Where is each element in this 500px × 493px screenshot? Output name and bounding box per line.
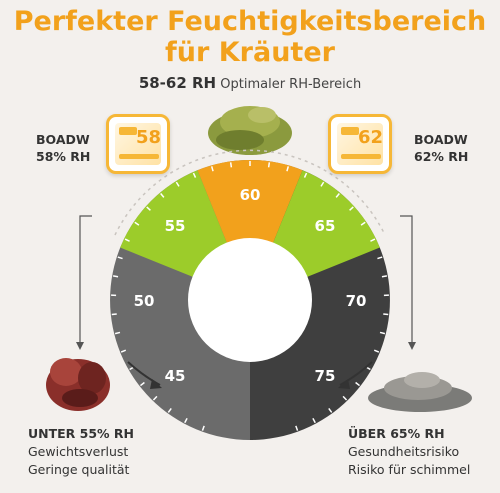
gauge-tick-mark [383,313,389,316]
gauge-tick-mark [152,395,158,401]
gauge-tick-mark [146,206,151,211]
high-rh-heading: ÜBER 65% RH [348,426,445,441]
gauge-tick-mark [373,349,380,353]
gauge-tick-mark [140,381,145,387]
gauge-tick-mark [379,331,386,335]
gauge-tick-mark [349,206,354,211]
left-pack-brand: BOADW [36,132,90,147]
gauge-tick-mark [167,407,172,413]
gauge-tick-mark [377,256,383,260]
gauge-tick-mark [312,417,316,424]
gauge-tick-mark [335,193,340,198]
page-title-line-1: Perfekter Feuchtigkeitsbereich [13,6,487,37]
gauge-tick-mark [175,181,180,187]
high-rh-line-1: Gesundheitsrisiko [348,444,460,459]
gauge-tick-mark [112,275,119,278]
gauge-tick-mark [201,425,205,431]
gauge-segment-55 [120,170,228,278]
gauge-tick-mark [328,407,333,413]
gauge-label-70: 70 [346,292,367,310]
gauge-center [188,238,312,362]
gauge-tick-mark [120,349,127,353]
pack-logo [119,127,137,135]
gauge-label-55: 55 [165,217,186,235]
right-pack-rh: 62% RH [414,149,469,164]
left-pack-rh: 58% RH [36,149,91,164]
page-title-line-2: für Kräuter [165,37,335,68]
gauge-label-75: 75 [315,367,336,385]
left-pack-label: BOADW 58% RH [36,131,90,165]
gauge-tick-mark [184,417,188,424]
gauge-tick-mark [286,166,290,172]
gauge-tick-mark [360,221,366,226]
high-rh-line-2: Risiko für schimmel [348,462,471,477]
dry-herb-image [46,358,110,411]
low-rh-line-1: Gewichtsverlust [28,444,129,459]
gauge-tick-mark [355,381,360,387]
gauge-tick-mark [381,275,388,278]
gauge-tick-mark [192,172,197,178]
gauge-tick-mark [117,256,123,260]
optimal-range-text: Optimaler RH-Bereich [220,77,362,92]
gauge-tick-mark [134,221,140,226]
gauge-tick-mark [370,238,376,242]
gauge-tick-mark [267,162,271,168]
gauge-tick-mark [160,193,165,198]
gauge-label-45: 45 [165,367,186,385]
left-humidity-pack: 58 [106,114,170,174]
gauge-tick-mark [342,395,348,401]
gauge-tick-mark [124,238,130,242]
gauge-label-60: 60 [240,186,261,204]
gauge-tick-mark [210,166,214,172]
high-rh-info: ÜBER 65% RH Gesundheitsrisiko Risiko für… [348,425,470,479]
right-pack-brand: BOADW [414,132,468,147]
moldy-herb-image [368,372,472,412]
optimal-range-value: 58-62 RH [138,74,217,92]
right-pack-badge: 62 [357,127,383,148]
gauge-tick-mark [229,162,233,168]
right-pack-label: BOADW 62% RH [414,131,468,165]
right-arrow [338,215,416,389]
gauge-segment-60 [197,160,303,245]
low-rh-line-2: Geringe qualität [28,462,130,477]
low-rh-heading: UNTER 55% RH [28,426,135,441]
gauge-label-65: 65 [315,217,336,235]
gauge-segment-65 [272,170,380,278]
left-arrow [76,215,162,389]
dried-herbs-image [208,106,292,155]
gauge-tick-mark [320,181,325,187]
low-rh-info: UNTER 55% RH Gewichtsverlust Geringe qua… [28,425,134,479]
gauge-tick-mark [295,425,299,431]
gauge-tick-mark [111,313,117,316]
gauge-tick-mark [303,172,308,178]
left-pack-badge: 58 [135,127,161,148]
subtitle: 58-62 RH Optimaler RH-Bereich [0,74,500,92]
right-humidity-pack: 62 [328,114,392,174]
gauge-tick-mark [114,331,121,335]
gauge-label-50: 50 [134,292,155,310]
pack-logo [341,127,359,135]
